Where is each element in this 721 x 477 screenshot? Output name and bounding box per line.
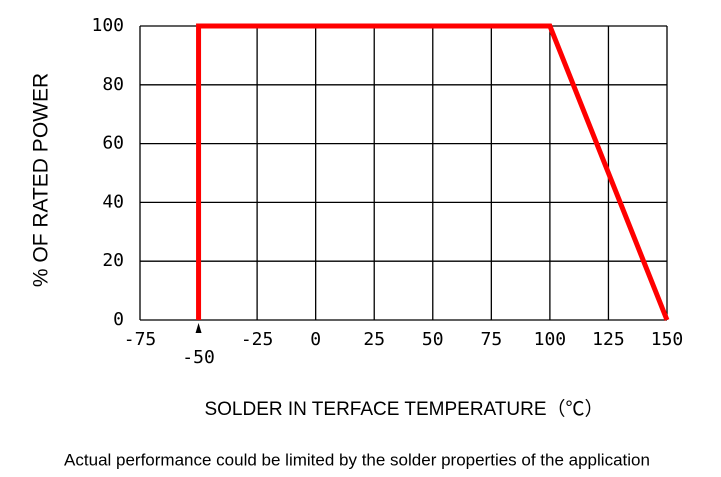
x-tick-label: -75 — [124, 329, 157, 350]
x-tick-label: 125 — [592, 329, 625, 350]
y-axis-label: % OF RATED POWER — [30, 73, 53, 287]
note: Actual performance could be limited by t… — [64, 450, 650, 469]
x-tick-label: -50 — [182, 347, 215, 368]
x-tick-label: 150 — [651, 329, 684, 350]
x-tick-label: 75 — [480, 329, 502, 350]
x-tick-label: 0 — [310, 329, 321, 350]
y-tick-label: 20 — [102, 250, 124, 271]
x-tick-label: 25 — [363, 329, 385, 350]
x-tick-label: -25 — [241, 329, 274, 350]
y-tick-label: 100 — [91, 15, 124, 36]
y-tick-label: 80 — [102, 74, 124, 95]
y-tick-label: 40 — [102, 191, 124, 212]
x-axis-label: SOLDER IN TERFACE TEMPERATURE（℃） — [204, 398, 603, 420]
x-tick-label: 50 — [422, 329, 444, 350]
line — [196, 23, 670, 321]
tick-arrow — [195, 323, 202, 333]
x-tick-label: 100 — [534, 329, 567, 350]
y-tick-label: 60 — [102, 133, 124, 154]
y-tick-label: 0 — [113, 309, 124, 330]
